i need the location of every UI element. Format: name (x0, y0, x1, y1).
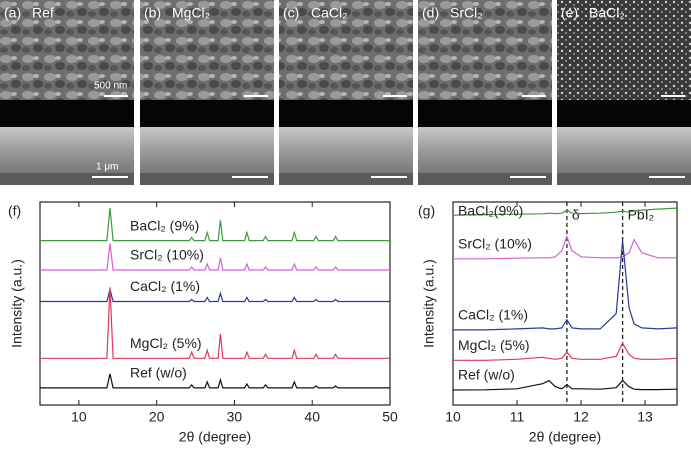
panel-name: CaCl₂ (311, 5, 348, 21)
charts: 10 20 30 40 50 2θ (degree) Intensity (a.u.) (f)… (8, 201, 678, 445)
panel-label: (c) (283, 5, 299, 21)
panel-name: Ref (32, 5, 54, 21)
panel-label: (a) (4, 5, 21, 21)
scale-label: 500 nm (94, 81, 127, 92)
sem-substrate (0, 173, 134, 185)
plot-frame (452, 201, 678, 406)
sem-cross-section (418, 127, 552, 173)
x-tick-label: 50 (382, 409, 398, 425)
annotation-label: δ (572, 207, 580, 223)
sem-top-view (418, 0, 552, 100)
sem-top-view (557, 0, 691, 100)
sem-cross-section (140, 127, 274, 173)
sem-top-view (0, 0, 134, 100)
sem-cross-section (0, 127, 134, 173)
y-axis-label: Intensity (a.u.) (9, 259, 25, 348)
panel-label: (d) (422, 5, 439, 21)
panel-name: MgCl₂ (172, 5, 210, 21)
panel-label: (g) (418, 203, 435, 219)
sem-substrate (557, 173, 691, 185)
sem-substrate (418, 173, 552, 185)
x-tick-label: 40 (304, 409, 320, 425)
sem-substrate (140, 173, 274, 185)
scale-label: 1 μm (96, 162, 118, 173)
series-line (40, 287, 390, 359)
series-label: Ref (w/o) (458, 367, 515, 383)
sem-gap (0, 100, 134, 127)
series-label: BaCl₂ (9%) (130, 217, 199, 233)
x-tick-label: 10 (445, 409, 461, 425)
sem-cross-section (279, 127, 413, 173)
series-label: MgCl₂ (5%) (458, 337, 530, 353)
series-line (453, 341, 678, 361)
x-tick-label: 30 (227, 409, 243, 425)
x-tick-label: 12 (573, 409, 589, 425)
series-line (453, 240, 678, 331)
sem-cross-section (557, 127, 691, 173)
series-label: CaCl₂ (1%) (130, 278, 200, 294)
series-line (40, 208, 390, 242)
y-axis-label: Intensity (a.u.) (421, 259, 437, 348)
panel-name: BaCl₂ (589, 5, 625, 21)
series-label: MgCl₂ (5%) (130, 335, 202, 351)
x-tick-label: 20 (149, 409, 165, 425)
series-label: SrCl₂ (10%) (458, 236, 532, 252)
sem-top-view (140, 0, 274, 100)
x-tick-label: 13 (637, 409, 653, 425)
series-label: CaCl₂ (1%) (458, 307, 528, 323)
series-label: Ref (w/o) (130, 365, 187, 381)
sem-gap (140, 100, 274, 127)
series-label: BaCl₂(9%) (458, 203, 523, 219)
series-label: SrCl₂ (10%) (130, 247, 204, 263)
panel-label: (e) (561, 5, 578, 21)
plot-frame (39, 201, 391, 406)
x-tick-label: 11 (510, 409, 525, 425)
panel-label: (f) (8, 203, 21, 219)
x-axis-label: 2θ (degree) (529, 429, 601, 445)
sem-gap (557, 100, 691, 127)
series-line (40, 373, 390, 389)
series-line (452, 379, 678, 391)
series-line (453, 234, 677, 260)
x-tick-label: 10 (71, 409, 87, 425)
sem-gap (279, 100, 413, 127)
series-line (40, 289, 390, 303)
sem-gap (418, 100, 552, 127)
series-line (452, 207, 678, 216)
x-axis-label: 2θ (degree) (179, 429, 251, 445)
sem-substrate (279, 173, 413, 185)
series-line (40, 243, 390, 271)
panel-label: (b) (144, 5, 161, 21)
panel-name: SrCl₂ (450, 5, 483, 21)
sem-top-view (279, 0, 413, 100)
sem-images: (a) Ref 500 nm 1 μm (b) MgCl₂ (c) CaCl₂ (d) SrCl₂… (0, 0, 691, 185)
